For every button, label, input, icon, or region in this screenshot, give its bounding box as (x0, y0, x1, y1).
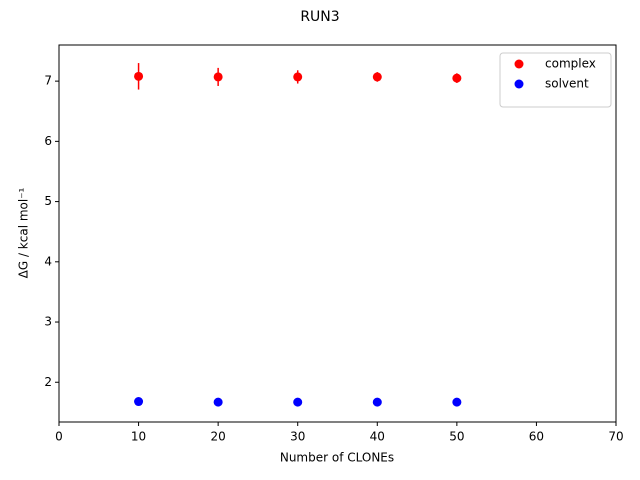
plot-frame (58, 44, 617, 423)
y-tick-label: 5 (44, 194, 52, 208)
chart-title: RUN3 (300, 9, 339, 25)
point (134, 397, 144, 407)
y-axis-label: ΔG / kcal mol⁻¹ (17, 187, 31, 278)
x-tick-label: 60 (529, 430, 544, 444)
point (293, 72, 303, 82)
x-tick-label: 40 (370, 430, 385, 444)
legend-label: solvent (545, 77, 589, 91)
point (372, 72, 382, 82)
x-tick-label: 30 (290, 430, 305, 444)
y-tick-label: 6 (44, 134, 52, 148)
point (452, 73, 462, 83)
point (293, 397, 303, 407)
legend-marker (514, 79, 524, 89)
legend-label: complex (545, 57, 596, 71)
x-tick-label: 0 (55, 430, 63, 444)
y-tick-label: 3 (44, 315, 52, 329)
point (452, 397, 462, 407)
legend-marker (514, 59, 524, 69)
x-tick-label: 20 (211, 430, 226, 444)
point (213, 397, 223, 407)
y-tick-label: 7 (44, 74, 52, 88)
y-tick-label: 2 (44, 375, 52, 389)
x-axis-label: Number of CLONEs (280, 451, 394, 465)
x-tick-label: 10 (131, 430, 146, 444)
point (213, 72, 223, 82)
point (372, 397, 382, 407)
point (134, 71, 144, 81)
x-tick-label: 50 (449, 430, 464, 444)
legend-box (499, 52, 612, 108)
y-tick-label: 4 (44, 254, 52, 268)
x-tick-label: 70 (608, 430, 623, 444)
